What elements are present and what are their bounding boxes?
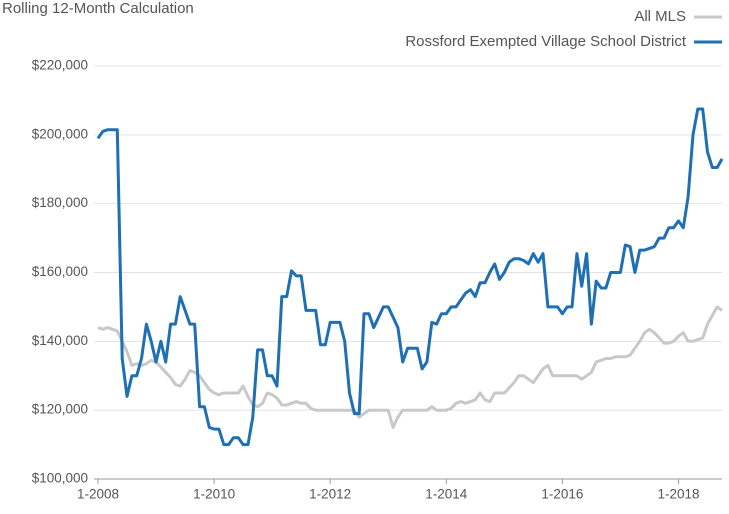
y-tick-label: $180,000: [32, 195, 88, 210]
x-tick-label: 1-2010: [193, 487, 235, 502]
x-tick-label: 1-2012: [309, 487, 351, 502]
x-tick-label: 1-2018: [657, 487, 699, 502]
x-tick-label: 1-2008: [77, 487, 119, 502]
series-line: [96, 107, 724, 447]
legend-label: Rossford Exempted Village School Distric…: [405, 33, 687, 50]
y-tick-label: $160,000: [32, 264, 88, 279]
chart-title: Rolling 12-Month Calculation: [2, 0, 194, 17]
x-tick-label: 1-2016: [541, 487, 583, 502]
series-line: [97, 305, 723, 429]
y-tick-label: $200,000: [32, 126, 88, 141]
y-tick-label: $120,000: [32, 402, 88, 417]
y-tick-label: $100,000: [32, 471, 88, 486]
y-tick-label: $220,000: [32, 58, 88, 73]
y-tick-label: $140,000: [32, 333, 88, 348]
x-tick-label: 1-2014: [425, 487, 468, 502]
legend-label: All MLS: [634, 8, 686, 25]
